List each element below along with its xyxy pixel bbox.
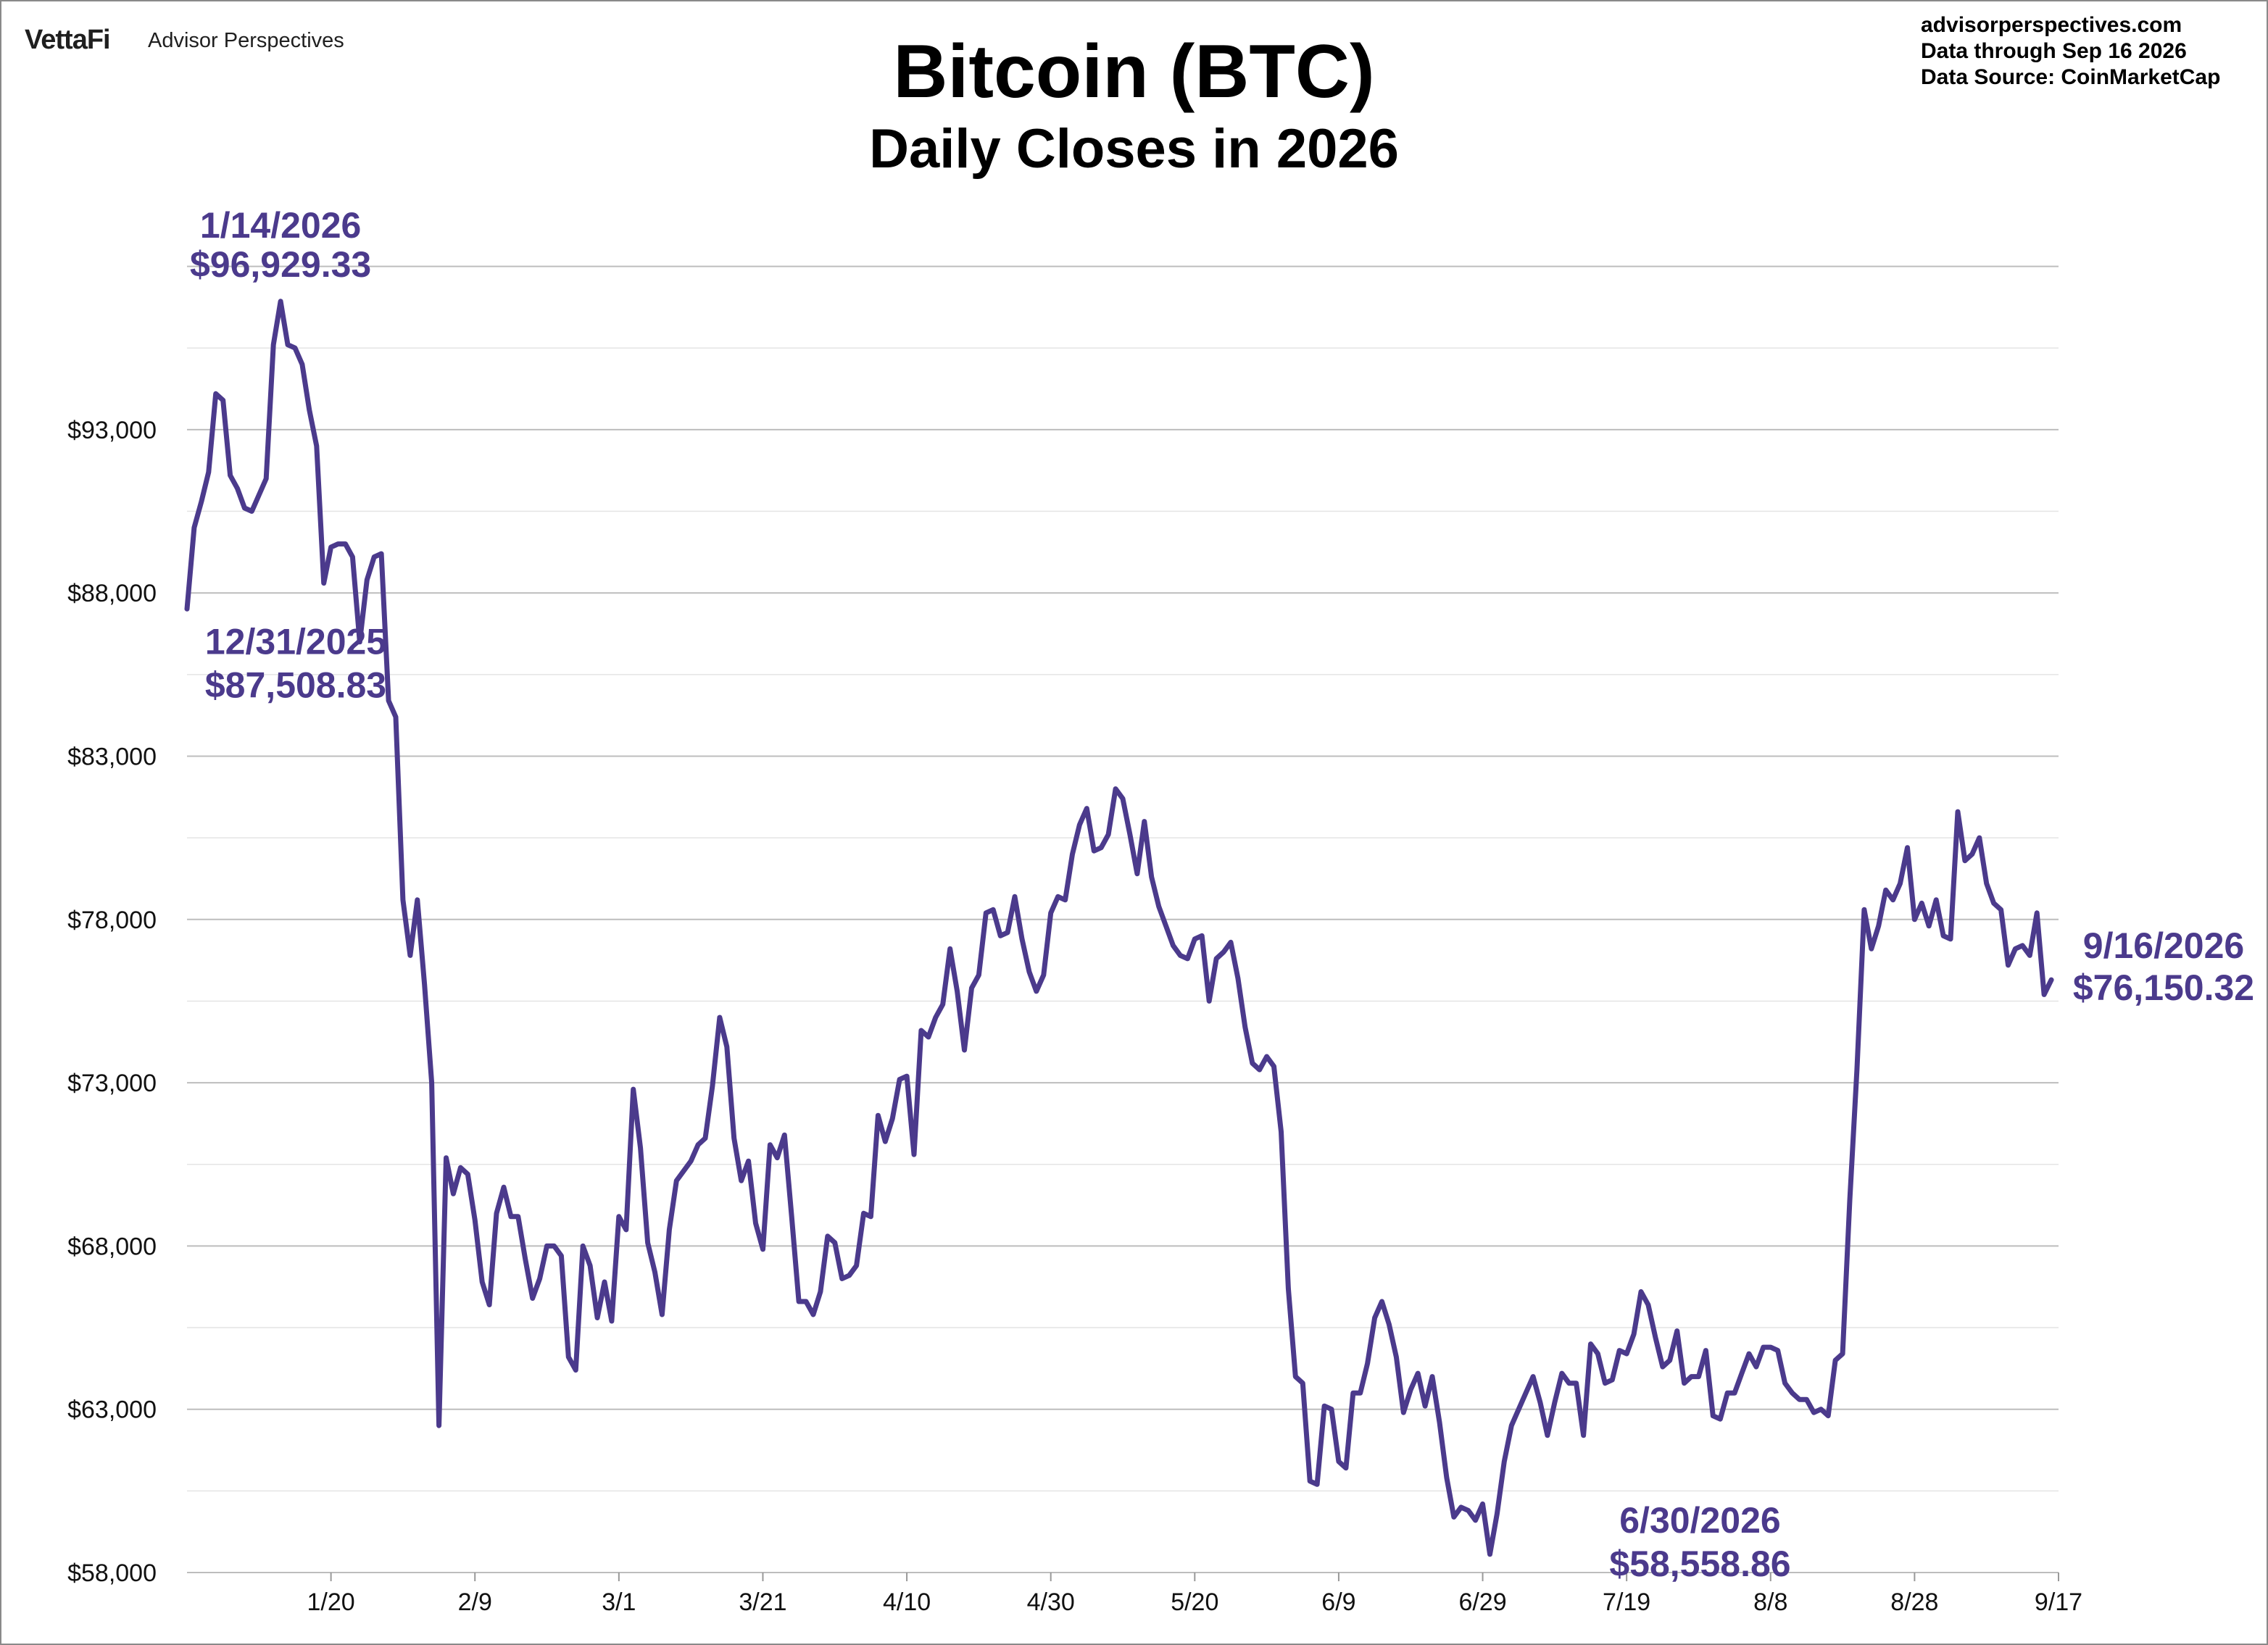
x-tick-label: 1/20 [307,1588,355,1616]
annotation-price: $76,150.32 [2073,967,2254,1008]
x-tick-label: 4/10 [883,1588,931,1616]
x-tick-label: 8/28 [1890,1588,1938,1616]
x-tick-label: 9/17 [2035,1588,2082,1616]
x-tick-label: 2/9 [458,1588,492,1616]
x-tick-label: 8/8 [1753,1588,1787,1616]
x-tick-label: 3/1 [602,1588,636,1616]
x-tick-label: 7/19 [1603,1588,1650,1616]
y-tick-label: $58,000 [67,1559,157,1587]
y-tick-label: $83,000 [67,743,157,770]
x-tick-label: 4/30 [1027,1588,1075,1616]
annotation-date: 1/14/2026 [200,205,361,246]
data-source: Data Source: CoinMarketCap [1921,65,2221,89]
x-tick-label: 6/29 [1458,1588,1506,1616]
annotation-price: $87,508.83 [205,665,386,705]
brand-name: Advisor Perspectives [148,29,344,52]
x-tick-label: 5/20 [1171,1588,1218,1616]
y-tick-label: $73,000 [67,1070,157,1097]
x-tick-label: 3/21 [739,1588,786,1616]
site-url: advisorperspectives.com [1921,13,2182,37]
y-tick-label: $88,000 [67,580,157,607]
vettafi-logo: VettaFi [25,25,111,55]
y-tick-label: $78,000 [67,907,157,934]
chart-subtitle: Daily Closes in 2026 [869,118,1399,180]
y-tick-label: $93,000 [67,417,157,444]
chart-title: Bitcoin (BTC) [893,30,1375,114]
annotation-price: $96,929.33 [190,244,371,285]
annotation-date: 9/16/2026 [2083,925,2244,966]
x-tick-label: 6/9 [1321,1588,1355,1616]
annotation-price: $58,558.86 [1609,1544,1790,1584]
annotation-date: 12/31/2025 [205,621,386,662]
price-series-line [184,299,2054,1557]
y-tick-label: $63,000 [67,1396,157,1424]
data-through: Data through Sep 16 2026 [1921,39,2187,63]
y-tick-label: $68,000 [67,1233,157,1260]
annotation-date: 6/30/2026 [1619,1500,1780,1541]
